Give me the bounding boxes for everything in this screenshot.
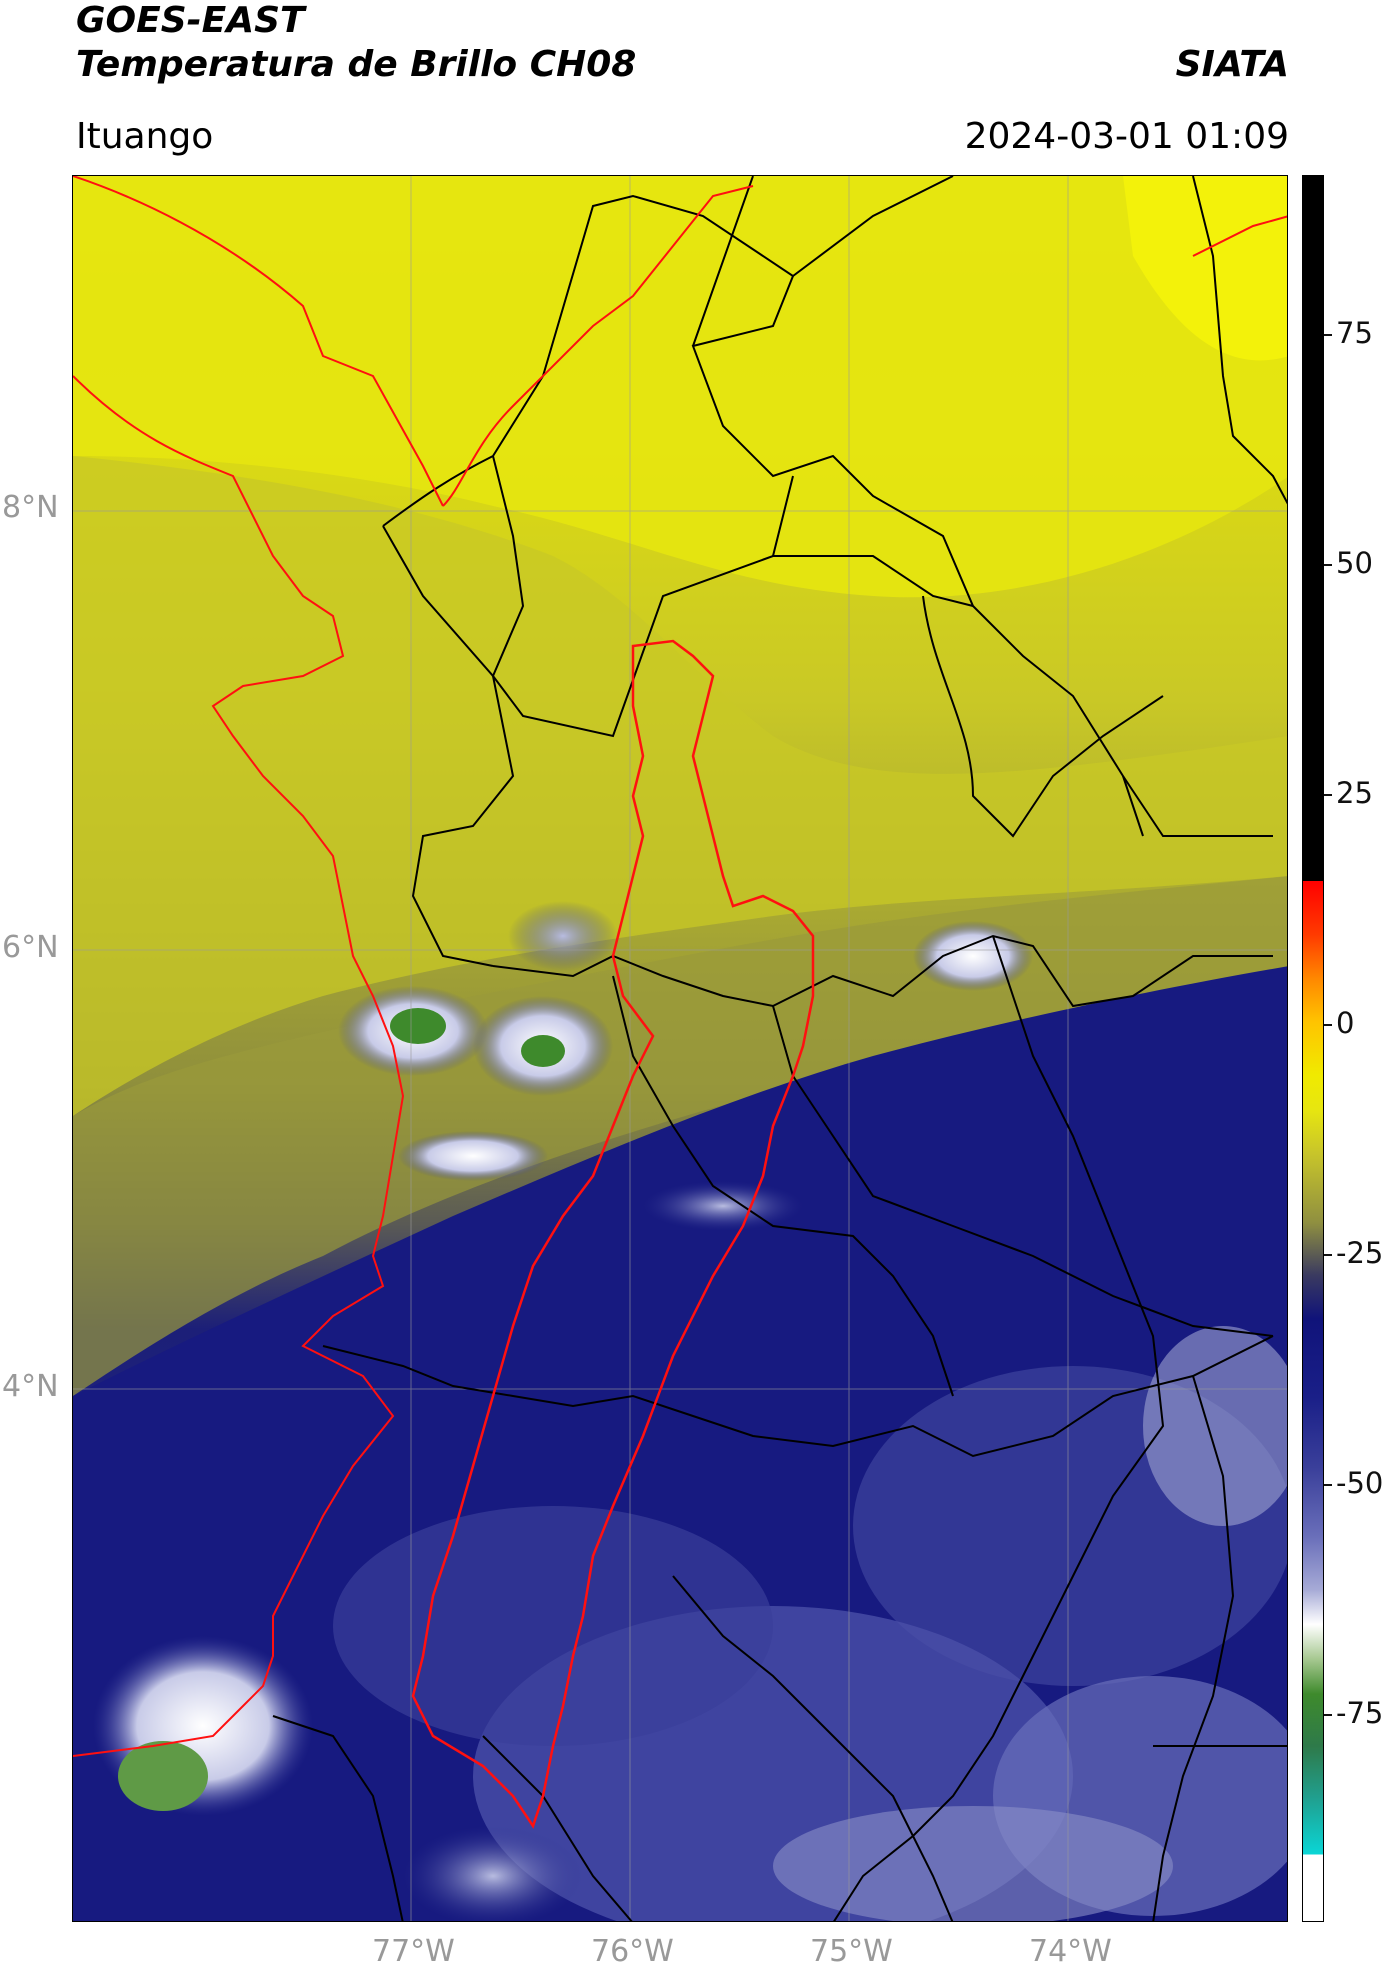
lon-label-74w: 74°W: [1029, 1934, 1112, 1969]
lon-label-76w: 76°W: [591, 1934, 674, 1969]
colorbar-tick-mark: [1324, 564, 1332, 566]
region-label: Ituango: [76, 116, 214, 157]
lat-label-8n: 8°N: [2, 490, 59, 525]
graticule: [73, 176, 1287, 1921]
datetime-label: 2024-03-01 01:09: [964, 116, 1289, 157]
lon-label-77w: 77°W: [372, 1934, 455, 1969]
satellite-map: [72, 175, 1288, 1922]
colorbar-tick-minus25: -25: [1336, 1236, 1384, 1270]
title-satellite: GOES-EAST: [76, 0, 305, 41]
colorbar-tick-minus50: -50: [1336, 1466, 1384, 1500]
storm-cell-core: [390, 1008, 446, 1044]
olive-band: [73, 876, 1287, 1396]
colorbar-tick-25: 25: [1336, 776, 1373, 810]
storm-cell: [403, 1826, 583, 1921]
colorbar-tick-mark: [1324, 1254, 1332, 1256]
lat-label-4n: 4°N: [2, 1369, 59, 1404]
colorbar-tick-50: 50: [1336, 546, 1373, 580]
storm-cell-core: [118, 1741, 208, 1811]
colorbar-tick-minus75: -75: [1336, 1696, 1384, 1730]
ituango-watershed-outline: [411, 639, 815, 1829]
blue-patch: [773, 1806, 1173, 1921]
storm-cell: [643, 1181, 803, 1231]
colorbar-tick-mark: [1324, 1484, 1332, 1486]
colorbar-tick-mark: [1324, 1024, 1332, 1026]
blue-patch: [1143, 1326, 1287, 1526]
colorbar-tick-mark: [1324, 334, 1332, 336]
colorbar-tick-0: 0: [1336, 1006, 1355, 1040]
storm-cell: [913, 921, 1033, 991]
storm-cell-core: [521, 1035, 565, 1067]
cold-region-north: [73, 176, 1287, 598]
admin-borders: [272, 176, 1287, 1921]
blue-patch: [333, 1506, 773, 1746]
storm-cell: [508, 901, 618, 971]
yellow-band: [73, 456, 1287, 1116]
cold-region-northeast: [1123, 176, 1287, 361]
storm-cell: [398, 1131, 548, 1181]
coastline: [73, 176, 1287, 1757]
colorbar-tick-mark: [1324, 1714, 1332, 1716]
colorbar-tick-75: 75: [1336, 316, 1373, 350]
lat-label-6n: 6°N: [2, 930, 59, 965]
colorbar-tick-mark: [1324, 794, 1332, 796]
lon-label-75w: 75°W: [810, 1934, 893, 1969]
title-product: Temperatura de Brillo CH08: [76, 44, 637, 85]
temperature-colorbar: [1302, 175, 1324, 1922]
title-agency: SIATA: [1175, 44, 1289, 85]
